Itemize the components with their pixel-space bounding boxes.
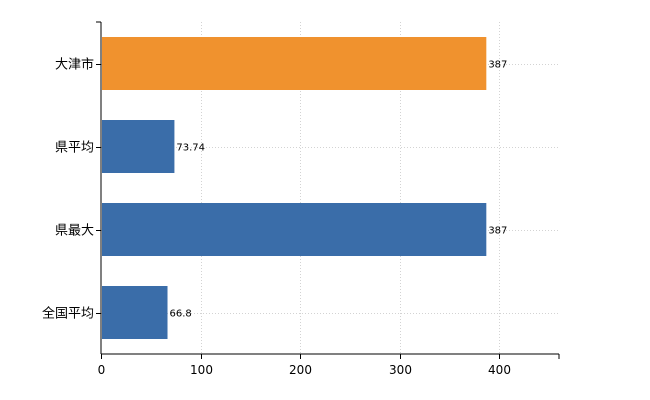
label-layer: 0 100 200 300 400 大津市 387 県平均 73.74 県最大 387 全国平均 66.… (42, 57, 511, 378)
category-label: 全国平均 (42, 306, 94, 322)
axis-layer (96, 21, 560, 359)
bar-3 (102, 286, 168, 339)
category-label: 県最大 (55, 224, 94, 239)
category-label: 県平均 (55, 141, 94, 156)
data-label: 387 (488, 60, 507, 71)
x-tick-label: 300 (389, 363, 412, 377)
bar-layer (102, 37, 487, 339)
x-tick-label: 0 (98, 363, 106, 377)
data-label: 73.74 (176, 143, 205, 154)
x-tick-label: 200 (289, 363, 312, 377)
bar-0 (102, 37, 487, 90)
data-label: 387 (488, 226, 507, 237)
bar-2 (102, 203, 487, 256)
data-label: 66.8 (170, 309, 192, 320)
x-tick-label: 400 (488, 363, 511, 377)
category-label: 大津市 (55, 57, 94, 73)
bar-1 (102, 120, 175, 173)
x-tick-label: 100 (190, 363, 213, 377)
